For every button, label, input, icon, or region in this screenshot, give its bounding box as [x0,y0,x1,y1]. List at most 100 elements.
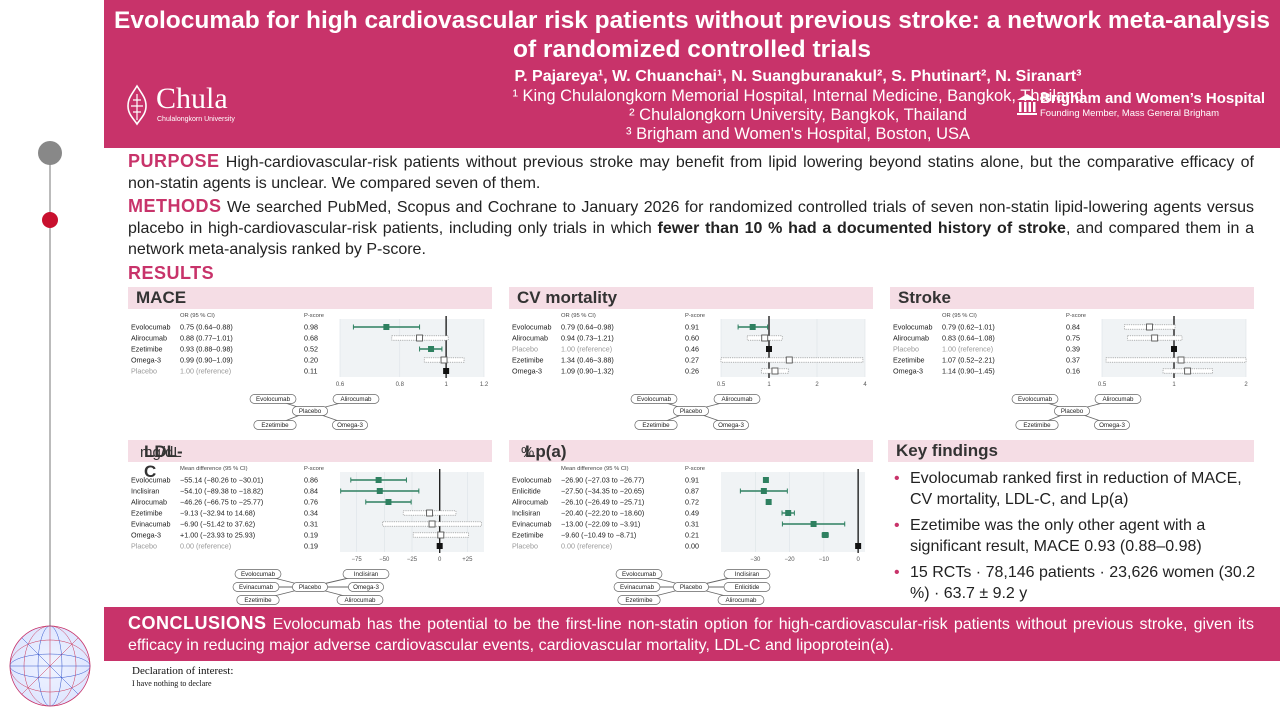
row-pscore-ezetimibe: 0.27 [685,356,699,365]
network-node-omega-3 [713,420,749,430]
row-label-ezetimibe: Ezetimibe [512,531,544,540]
declaration-text: I have nothing to declare [132,679,212,688]
network-node-ezetimibe [634,420,678,430]
panel-unit: % [521,444,535,461]
network-node-label-alirocumab: Alirocumab [341,396,373,403]
key-finding-item: • Evolocumab ranked first in reduction of… [894,470,1242,508]
row-estimate-alirocumab: −26.10 (−26.49 to −25.71) [561,498,644,507]
row-estimate-evolocumab: −26.90 (−27.03 to −26.77) [561,476,644,485]
panel-cv-mortality: CV mortality OR (95 % CI) P-score 0.5 1 2 4 Ev… [509,287,873,437]
network-node-omega-3 [332,420,368,430]
row-pscore-placebo: 0.00 [685,542,699,551]
network-node-label-omega-3: Omega-3 [718,422,744,429]
panel-header: Stroke [890,287,1254,309]
col-header-pscore: P-score [1066,313,1086,319]
row-label-omega-3: Omega-3 [131,356,161,365]
network-node-label-ezetimibe: Ezetimibe [642,422,670,429]
row-pscore-alirocumab: 0.76 [304,498,318,507]
row-pscore-evolocumab: 0.91 [685,476,699,485]
network-node-placebo [673,406,709,416]
tick-label: −30 [750,557,761,563]
point-estimate-alirocumab [1151,334,1159,342]
chula-logo-name: Chula [156,82,228,115]
point-estimate-evolocumab [762,477,769,483]
row-pscore-alirocumab: 0.75 [1066,334,1080,343]
row-estimate-evolocumab: 0.79 (0.64–0.98) [561,323,614,332]
network-node-label-evolocumab: Evolocumab [241,571,276,578]
network-node-evolocumab [249,394,297,404]
row-estimate-placebo: 1.00 (reference) [561,345,612,354]
row-estimate-placebo: 1.00 (reference) [942,345,993,354]
row-pscore-evinacumab: 0.31 [304,520,318,529]
point-estimate-evolocumab [375,477,382,483]
tick-label: 0.5 [717,382,726,388]
row-label-ezetimibe: Ezetimibe [131,509,163,518]
panel-header: Key findings [888,440,1254,462]
col-header-pscore: P-score [304,313,324,319]
authors-line: P. Pajareya¹, W. Chuanchai¹, N. Suangbur… [514,68,1082,85]
panel-header: Lp(a)% [509,440,873,462]
tick-label: −20 [784,557,795,563]
tick-label: 0.8 [396,382,405,388]
row-estimate-evinacumab: −6.90 (−51.42 to 37.62) [180,520,255,529]
network-node-label-placebo: Placebo [680,584,703,591]
row-label-evinacumab: Evinacumab [512,520,552,529]
tick-label: 1 [444,382,448,388]
hospital-building-icon [1017,94,1037,115]
network-node-label-ezetimibe: Ezetimibe [625,597,653,604]
row-label-placebo: Placebo [512,542,538,551]
network-node-label-evinacumab: Evinacumab [620,584,655,591]
row-label-evolocumab: Evolocumab [512,476,552,485]
row-label-omega-3: Omega-3 [512,367,542,376]
row-estimate-evolocumab: 0.79 (0.62–1.01) [942,323,995,332]
reference-point [855,543,862,549]
point-estimate-ezetimibe [785,356,793,364]
purpose-section: PURPOSE High-cardiovascular-risk patient… [128,151,1254,194]
tick-label: 1 [767,382,771,388]
methods-section: METHODS We searched PubMed, Scopus and C… [128,196,1254,260]
row-label-evolocumab: Evolocumab [893,323,933,332]
point-estimate-ezetimibe [1177,356,1185,364]
row-pscore-placebo: 0.19 [304,542,318,551]
network-node-label-evolocumab: Evolocumab [256,396,291,403]
point-estimate-alirocumab [761,334,769,342]
col-header-pscore: P-score [685,466,705,472]
row-label-evolocumab: Evolocumab [131,476,171,485]
network-node-label-alirocumab: Alirocumab [726,597,758,604]
poster-header: Evolocumab for high cardiovascular risk … [104,0,1280,148]
network-node-placebo [292,406,328,416]
purpose-heading: PURPOSE [128,151,220,171]
point-estimate-ezetimibe [428,346,435,352]
row-estimate-placebo: 0.00 (reference) [180,542,231,551]
row-estimate-omega-3: 0.99 (0.90–1.09) [180,356,233,365]
methods-text-bold: fewer than 10 % had a documented history… [657,220,1066,237]
point-estimate-enlicitide [760,488,767,494]
row-pscore-evolocumab: 0.86 [304,476,318,485]
network-node-label-enlicitide: Enlicitide [735,584,760,591]
tick-label: −75 [352,557,363,563]
network-node-evinacumab [613,582,661,592]
network-node-label-inclisiran: Inclisiran [735,571,760,578]
row-pscore-omega-3: 0.26 [685,367,699,376]
network-node-label-alirocumab: Alirocumab [345,597,377,604]
network-node-label-evinacumab: Evinacumab [239,584,274,591]
network-node-placebo [1054,406,1090,416]
key-findings-list: • Evolocumab ranked first in reduction of… [888,468,1256,609]
plot-background [340,319,484,377]
row-label-placebo: Placebo [893,345,919,354]
network-node-label-alirocumab: Alirocumab [1103,396,1135,403]
row-pscore-evolocumab: 0.98 [304,323,318,332]
network-node-label-inclisiran: Inclisiran [354,571,379,578]
point-estimate-ezetimibe [426,509,434,517]
network-node-label-evolocumab: Evolocumab [637,396,672,403]
tick-label: 1 [1172,382,1176,388]
row-pscore-alirocumab: 0.68 [304,334,318,343]
bwh-logo-sub: Founding Member, Mass General Brigham [1040,108,1219,119]
row-label-alirocumab: Alirocumab [893,334,929,343]
row-pscore-enlicitide: 0.87 [685,487,699,496]
tick-label: 0.6 [336,382,345,388]
row-label-alirocumab: Alirocumab [512,334,548,343]
panel-title: Lp(a)% [521,442,567,461]
row-pscore-ezetimibe: 0.21 [685,531,699,540]
network-node-ezetimibe [1015,420,1059,430]
